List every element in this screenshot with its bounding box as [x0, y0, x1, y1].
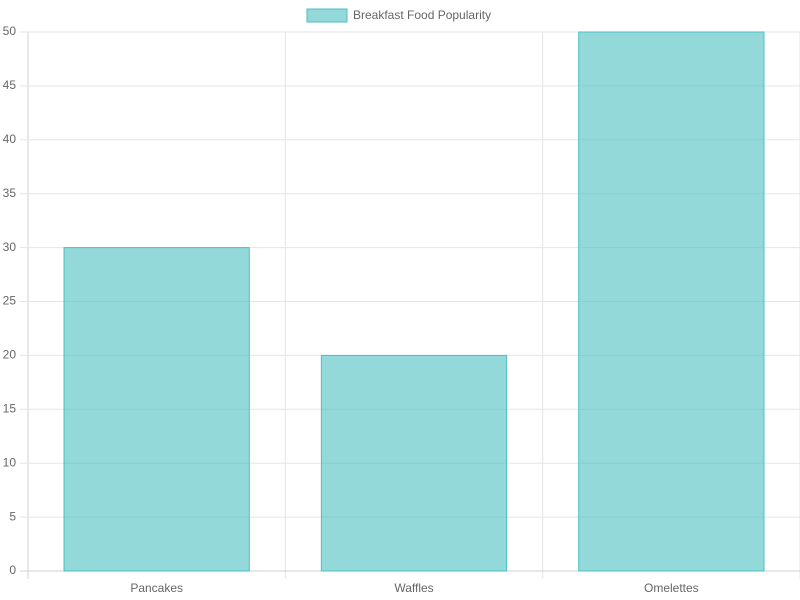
- y-tick-label: 0: [9, 563, 16, 577]
- y-tick-label: 35: [3, 186, 17, 200]
- y-tick-label: 30: [3, 240, 17, 254]
- bar: [578, 31, 765, 572]
- x-tick-label: Omelettes: [644, 581, 699, 595]
- bar: [320, 354, 508, 572]
- y-tick-label: 20: [3, 348, 17, 362]
- y-tick-label: 45: [3, 78, 17, 92]
- legend-label: Breakfast Food Popularity: [353, 8, 491, 22]
- bar: [63, 247, 250, 572]
- y-tick-label: 50: [3, 24, 17, 38]
- y-tick-label: 25: [3, 294, 17, 308]
- legend-swatch: [306, 8, 348, 23]
- y-tick-label: 40: [3, 132, 17, 146]
- x-tick-label: Pancakes: [130, 581, 183, 595]
- y-tick-label: 15: [3, 401, 17, 415]
- x-tick-label: Waffles: [394, 581, 433, 595]
- y-tick-label: 5: [9, 509, 16, 523]
- y-tick-label: 10: [3, 455, 17, 469]
